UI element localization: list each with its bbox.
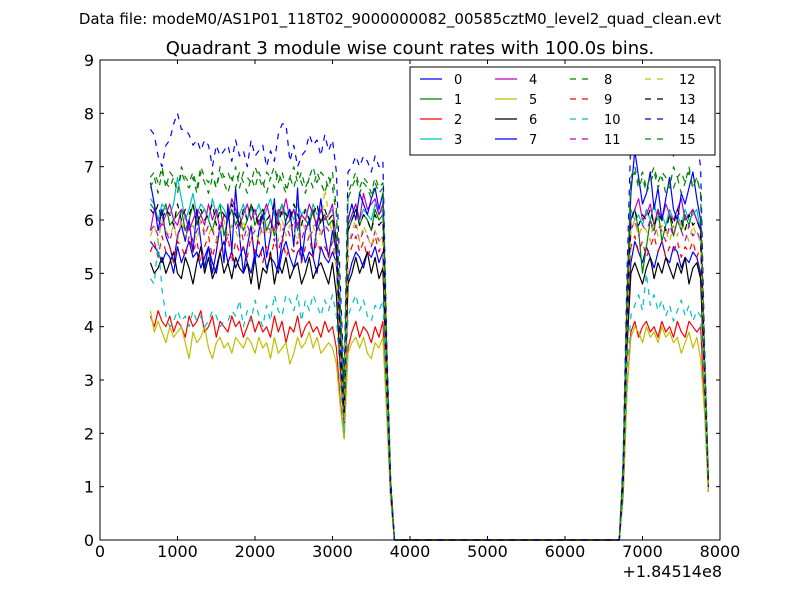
x-tick-label: 8000 (700, 542, 741, 561)
chart-title: Quadrant 3 module wise count rates with … (166, 38, 655, 59)
x-offset-label: +1.84514e8 (622, 562, 722, 581)
x-tick-label: 6000 (545, 542, 586, 561)
legend-label-10: 10 (604, 113, 621, 128)
legend-label-14: 14 (679, 113, 696, 128)
legend-label-1: 1 (454, 93, 462, 108)
legend-label-0: 0 (454, 73, 462, 88)
legend-label-11: 11 (604, 133, 621, 148)
y-tick-label: 0 (84, 531, 94, 550)
legend-label-13: 13 (679, 93, 696, 108)
y-tick-label: 9 (84, 51, 94, 70)
series-line-11 (149, 219, 709, 541)
x-tick-label: 3000 (312, 542, 353, 561)
series-line-13 (149, 203, 709, 541)
y-tick-label: 2 (84, 424, 94, 443)
x-tick-label: 7000 (622, 542, 663, 561)
series-line-2 (149, 310, 709, 541)
x-tick-label: 0 (95, 542, 105, 561)
legend-label-12: 12 (679, 73, 696, 88)
series-line-10 (149, 240, 709, 541)
legend-label-8: 8 (604, 73, 612, 88)
series-line-8 (149, 166, 709, 541)
figure-suptitle: Data file: modeM0/AS1P01_118T02_90000000… (79, 10, 721, 29)
y-tick-label: 7 (84, 158, 94, 177)
x-tick-label: 1000 (157, 542, 198, 561)
series-line-5 (149, 310, 709, 541)
legend-label-5: 5 (529, 93, 537, 108)
x-tick-label: 4000 (390, 542, 431, 561)
y-tick-label: 3 (84, 371, 94, 390)
legend-label-4: 4 (529, 73, 537, 88)
legend-label-2: 2 (454, 113, 462, 128)
series-line-12 (149, 187, 709, 541)
x-tick-label: 2000 (235, 542, 276, 561)
legend-label-3: 3 (454, 133, 462, 148)
x-tick-label: 5000 (467, 542, 508, 561)
series-line-15 (149, 171, 709, 541)
series-line-6 (149, 246, 709, 541)
legend-label-6: 6 (529, 113, 537, 128)
legend-box (409, 66, 716, 156)
plot-area: 0 1000 2000 3000 4000 5000 6000 7000 8000+1.8451… (84, 51, 741, 581)
legend-label-7: 7 (529, 133, 537, 148)
y-tick-label: 8 (84, 104, 94, 123)
y-tick-label: 5 (84, 264, 94, 283)
y-tick-label: 6 (84, 211, 94, 230)
y-tick-label: 4 (84, 318, 94, 337)
legend-label-15: 15 (679, 133, 696, 148)
y-tick-label: 1 (84, 478, 94, 497)
legend-label-9: 9 (604, 93, 612, 108)
